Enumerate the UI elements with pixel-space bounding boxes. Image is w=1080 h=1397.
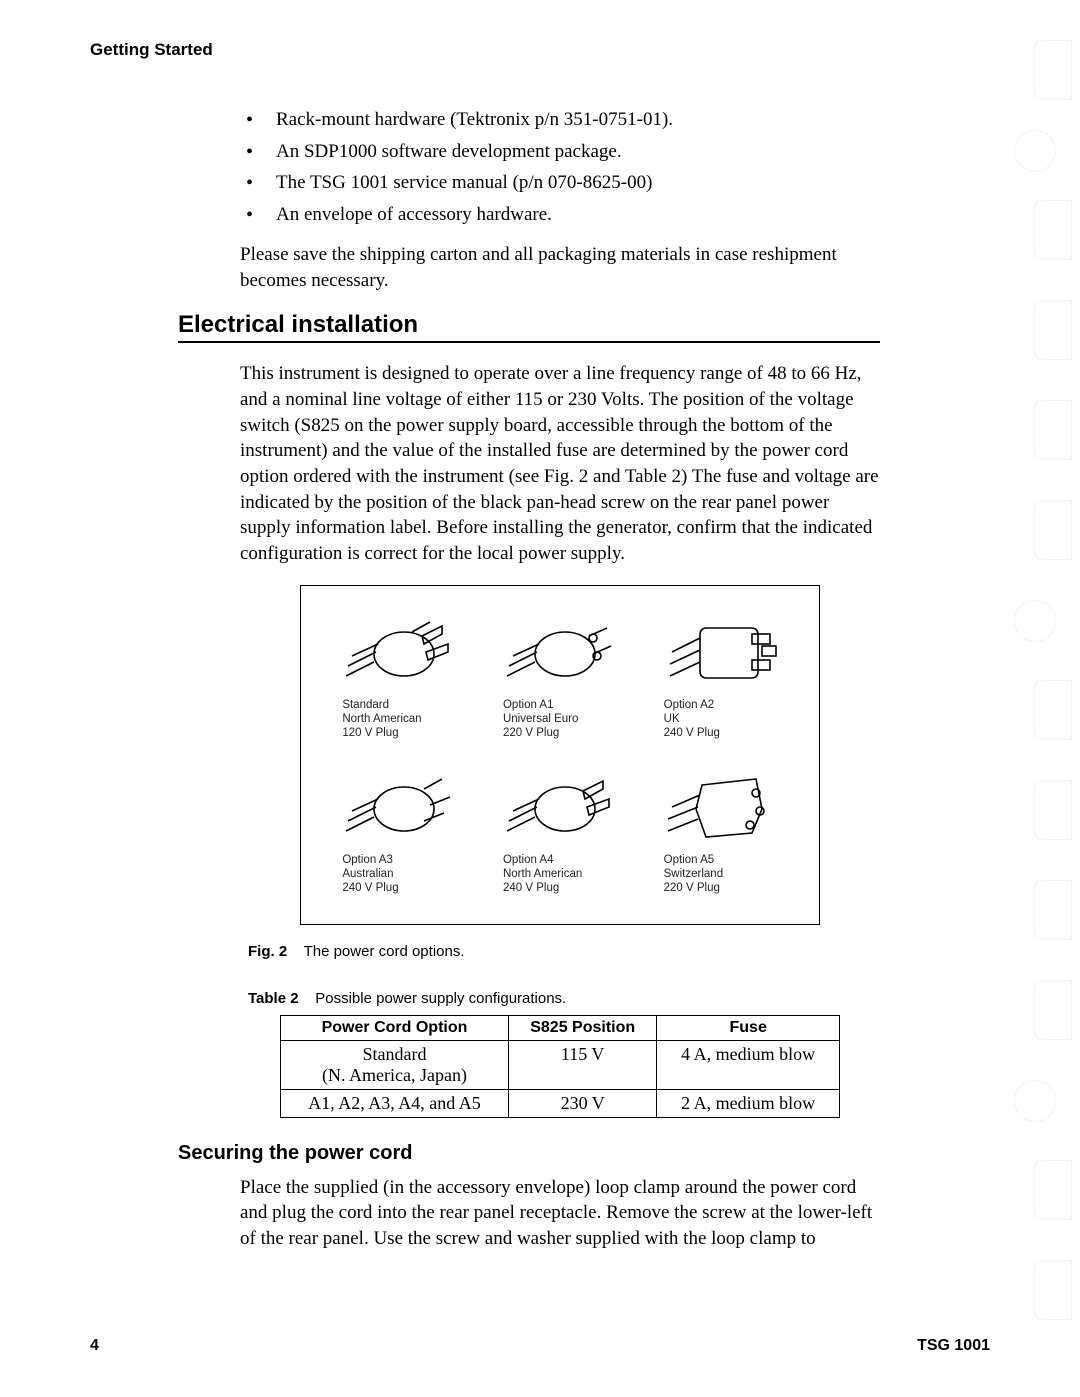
plug-caption-line: 240 V Plug	[664, 727, 720, 739]
plug-standard-icon	[334, 604, 464, 694]
cell: 115 V	[509, 1040, 657, 1089]
figure-number: Fig. 2	[248, 943, 287, 960]
plug-caption-line: Universal Euro	[503, 713, 578, 725]
page-number: 4	[90, 1337, 99, 1355]
save-note: Please save the shipping carton and all …	[240, 242, 880, 293]
list-item: The TSG 1001 service manual (p/n 070-862…	[240, 169, 880, 197]
cell: 2 A, medium blow	[657, 1089, 840, 1117]
plug-row-1: Standard North American 120 V Plug Optio…	[319, 604, 801, 755]
table-caption-text: Possible power supply configurations.	[315, 990, 566, 1007]
plug-caption-line: Option A3	[342, 854, 393, 866]
running-header: Getting Started	[90, 40, 990, 60]
plug-standard: Standard North American 120 V Plug	[324, 604, 474, 755]
page-footer: 4 TSG 1001	[90, 1337, 990, 1355]
plug-caption-line: North American	[503, 868, 582, 880]
power-config-table: Power Cord Option S825 Position Fuse Sta…	[280, 1015, 840, 1118]
electrical-content: This instrument is designed to operate o…	[240, 361, 880, 1117]
col-power-cord: Power Cord Option	[281, 1015, 509, 1040]
cell: 4 A, medium blow	[657, 1040, 840, 1089]
section-rule	[178, 341, 880, 343]
plug-caption-line: UK	[664, 713, 680, 725]
plug-caption-line: 220 V Plug	[664, 882, 720, 894]
plug-row-2: Option A3 Australian 240 V Plug Option A…	[319, 759, 801, 910]
plug-a5: Option A5 Switzerland 220 V Plug	[646, 759, 796, 910]
plug-a1: Option A1 Universal Euro 220 V Plug	[485, 604, 635, 755]
plug-caption-line: North American	[342, 713, 421, 725]
doc-id: TSG 1001	[917, 1337, 990, 1355]
plug-caption-line: Option A5	[664, 854, 715, 866]
cell: Standard (N. America, Japan)	[281, 1040, 509, 1089]
subsection-title-securing: Securing the power cord	[178, 1142, 990, 1165]
plug-a4-icon	[495, 759, 625, 849]
plug-caption-line: 120 V Plug	[342, 727, 398, 739]
list-item: Rack-mount hardware (Tektronix p/n 351-0…	[240, 106, 880, 134]
figure-2-box: Standard North American 120 V Plug Optio…	[300, 585, 820, 925]
table-number: Table 2	[248, 990, 299, 1007]
plug-a5-icon	[656, 759, 786, 849]
securing-content: Place the supplied (in the accessory env…	[240, 1175, 880, 1252]
plug-caption-line: Switzerland	[664, 868, 723, 880]
plug-caption-line: 240 V Plug	[503, 882, 559, 894]
electrical-paragraph: This instrument is designed to operate o…	[240, 361, 880, 566]
plug-caption-line: 220 V Plug	[503, 727, 559, 739]
table-row: Standard (N. America, Japan) 115 V 4 A, …	[281, 1040, 840, 1089]
list-item: An SDP1000 software development package.	[240, 138, 880, 166]
cell: A1, A2, A3, A4, and A5	[281, 1089, 509, 1117]
plug-caption-line: Option A2	[664, 699, 715, 711]
intro-content: Rack-mount hardware (Tektronix p/n 351-0…	[240, 106, 880, 293]
figure-caption-text: The power cord options.	[304, 943, 465, 960]
plug-caption-line: Option A1	[503, 699, 554, 711]
plug-caption-line: 240 V Plug	[342, 882, 398, 894]
section-title-electrical: Electrical installation	[178, 311, 990, 339]
accessories-list: Rack-mount hardware (Tektronix p/n 351-0…	[240, 106, 880, 228]
figure-2-caption: Fig. 2 The power cord options.	[248, 943, 880, 960]
plug-caption-line: Australian	[342, 868, 393, 880]
col-fuse: Fuse	[657, 1015, 840, 1040]
table-2-caption: Table 2 Possible power supply configurat…	[248, 990, 880, 1007]
table-row: A1, A2, A3, A4, and A5 230 V 2 A, medium…	[281, 1089, 840, 1117]
plug-a3-icon	[334, 759, 464, 849]
plug-caption-line: Option A4	[503, 854, 554, 866]
plug-a4: Option A4 North American 240 V Plug	[485, 759, 635, 910]
plug-caption-line: Standard	[342, 699, 389, 711]
cell: 230 V	[509, 1089, 657, 1117]
table-header-row: Power Cord Option S825 Position Fuse	[281, 1015, 840, 1040]
scan-edge-artifacts	[1014, 40, 1074, 1357]
col-s825: S825 Position	[509, 1015, 657, 1040]
plug-a2: Option A2 UK 240 V Plug	[646, 604, 796, 755]
plug-a2-icon	[656, 604, 786, 694]
plug-a1-icon	[495, 604, 625, 694]
list-item: An envelope of accessory hardware.	[240, 201, 880, 229]
securing-paragraph: Place the supplied (in the accessory env…	[240, 1175, 880, 1252]
plug-a3: Option A3 Australian 240 V Plug	[324, 759, 474, 910]
